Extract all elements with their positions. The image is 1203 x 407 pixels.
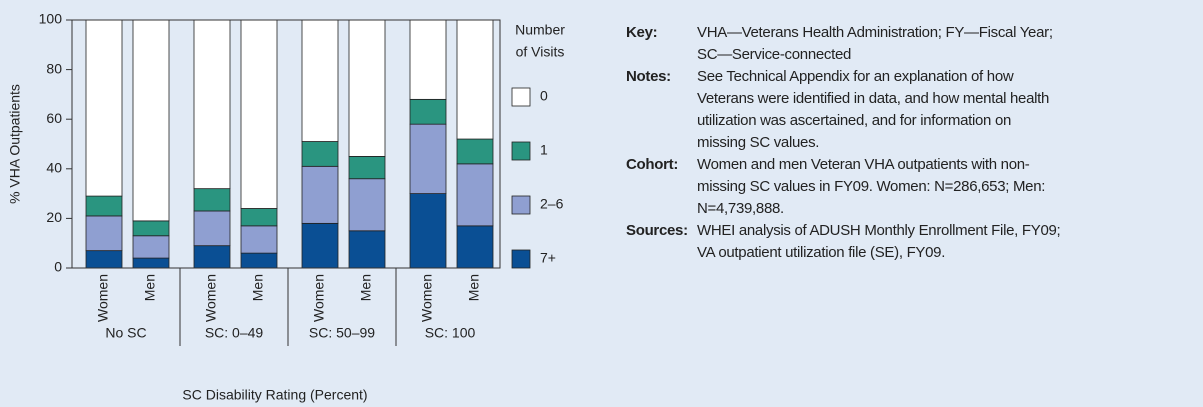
bar-segment (193, 245, 231, 269)
bar-segment (456, 163, 494, 227)
bar-segment (348, 19, 386, 157)
note-line: SC—Service-connected (697, 46, 852, 63)
note-label: Sources: (626, 222, 688, 239)
x-tick-label: Men (250, 274, 266, 301)
note-text: See Technical Appendix for an explanatio… (697, 66, 1049, 154)
note-line: See Technical Appendix for an explanatio… (697, 68, 1014, 85)
y-axis-label: % VHA Outpatients (7, 84, 23, 204)
legend-swatch (511, 87, 531, 107)
bar-segment (301, 141, 339, 167)
bar-segment (240, 208, 278, 227)
bar-segment (409, 123, 447, 195)
bar-segment (85, 250, 123, 269)
bar-segment (409, 98, 447, 125)
x-tick-label: Women (95, 274, 111, 322)
bar-segment (348, 155, 386, 180)
note-text: WHEI analysis of ADUSH Monthly Enrollmen… (697, 220, 1061, 264)
note-text: VHA—Veterans Health Administration; FY—F… (697, 22, 1053, 66)
bar-segment (240, 225, 278, 254)
bar-segment (301, 19, 339, 142)
legend-swatch (511, 249, 531, 269)
note-line: Women and men Veteran VHA outpatients wi… (697, 156, 1030, 173)
x-tick-label: Men (466, 274, 482, 301)
x-tick-label: Women (419, 274, 435, 322)
chart: % VHA Outpatients SC Disability Rating (… (7, 11, 566, 403)
legend-swatch (511, 141, 531, 161)
bar-segment (456, 138, 494, 165)
note-line: Veterans were identified in data, and ho… (697, 90, 1050, 107)
bar-segment (132, 220, 170, 237)
note-row: Cohort: Women and men Veteran VHA outpati… (626, 154, 1060, 220)
group-label: No SC (105, 325, 146, 341)
bar-segment (132, 257, 170, 269)
note-line: utilization was ascertained, and for inf… (697, 112, 1012, 129)
y-tick-label: 0 (54, 259, 62, 275)
bar-segment (409, 19, 447, 100)
legend-title: of Visits (516, 44, 565, 60)
bar-segment (85, 195, 123, 217)
note-line: missing SC values in FY09. Women: N=286,… (697, 178, 1046, 195)
note-line: VHA—Veterans Health Administration; FY—F… (697, 24, 1053, 41)
bar-segment (132, 19, 170, 222)
bar-segment (193, 19, 231, 190)
x-axis-label: SC Disability Rating (Percent) (182, 387, 367, 403)
bar-segment (301, 165, 339, 224)
y-tick-label: 40 (46, 160, 62, 176)
bar-segment (132, 235, 170, 259)
y-tick-label: 100 (39, 11, 63, 27)
note-line: missing SC values. (697, 134, 820, 151)
legend-title: Number (515, 22, 565, 38)
legend-label: 2–6 (540, 196, 564, 212)
legend-label: 0 (540, 88, 548, 104)
bar-segment (348, 178, 386, 232)
note-row: Key: VHA—Veterans Health Administration; … (626, 22, 1060, 66)
bar-segment (301, 222, 339, 269)
bar-segment (193, 210, 231, 247)
bar-segment (409, 193, 447, 269)
note-line: N=4,739,888. (697, 200, 784, 217)
legend-label: 1 (540, 142, 548, 158)
note-label: Notes: (626, 68, 671, 85)
bar-segment (456, 19, 494, 140)
bar-segment (85, 215, 123, 252)
group-label: SC: 100 (425, 325, 476, 341)
bar-segment (240, 19, 278, 209)
bar-segment (456, 225, 494, 269)
note-line: VA outpatient utilization file (SE), FY0… (697, 244, 946, 261)
bar-segment (348, 230, 386, 269)
y-tick-label: 80 (46, 60, 62, 76)
note-row: Notes: See Technical Appendix for an expl… (626, 66, 1060, 154)
x-tick-label: Women (203, 274, 219, 322)
bar-segment (193, 188, 231, 212)
x-tick-label: Men (358, 274, 374, 301)
note-label: Cohort: (626, 156, 679, 173)
y-tick-label: 60 (46, 110, 62, 126)
legend-label: 7+ (540, 250, 556, 266)
legend-swatch (511, 195, 531, 215)
note-line: WHEI analysis of ADUSH Monthly Enrollmen… (697, 222, 1061, 239)
x-tick-label: Men (142, 274, 158, 301)
bar-segment (240, 252, 278, 269)
note-row: Sources: WHEI analysis of ADUSH Monthly E… (626, 220, 1061, 264)
group-label: SC: 50–99 (309, 325, 375, 341)
plot-frame (71, 19, 501, 269)
x-tick-label: Women (311, 274, 327, 322)
note-text: Women and men Veteran VHA outpatients wi… (697, 154, 1045, 220)
bar-segment (85, 19, 123, 197)
group-label: SC: 0–49 (205, 325, 264, 341)
note-label: Key: (626, 24, 658, 41)
notes-panel: Key: VHA—Veterans Health Administration; … (626, 22, 1061, 264)
y-tick-label: 20 (46, 209, 62, 225)
